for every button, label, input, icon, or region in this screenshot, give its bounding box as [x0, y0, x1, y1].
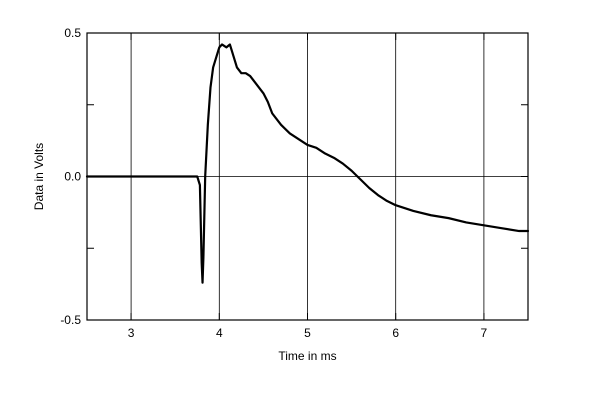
y-tick-label: 0.5: [64, 26, 81, 40]
x-tick-label: 4: [216, 326, 223, 340]
series-layer: [85, 43, 530, 284]
tick-marks: [87, 33, 528, 320]
tick-labels: 3 4 5 6 7 -0.5 0.0 0.5: [60, 26, 487, 340]
y-axis-label: Data in Volts: [32, 143, 46, 210]
x-axis-label: Time in ms: [278, 349, 336, 363]
y-tick-label: -0.5: [60, 313, 81, 327]
x-tick-label: 5: [304, 326, 311, 340]
y-tick-label: 0.0: [64, 170, 81, 184]
x-tick-label: 6: [392, 326, 399, 340]
x-tick-label: 7: [481, 326, 488, 340]
series-line: [85, 43, 530, 284]
x-tick-label: 3: [128, 326, 135, 340]
